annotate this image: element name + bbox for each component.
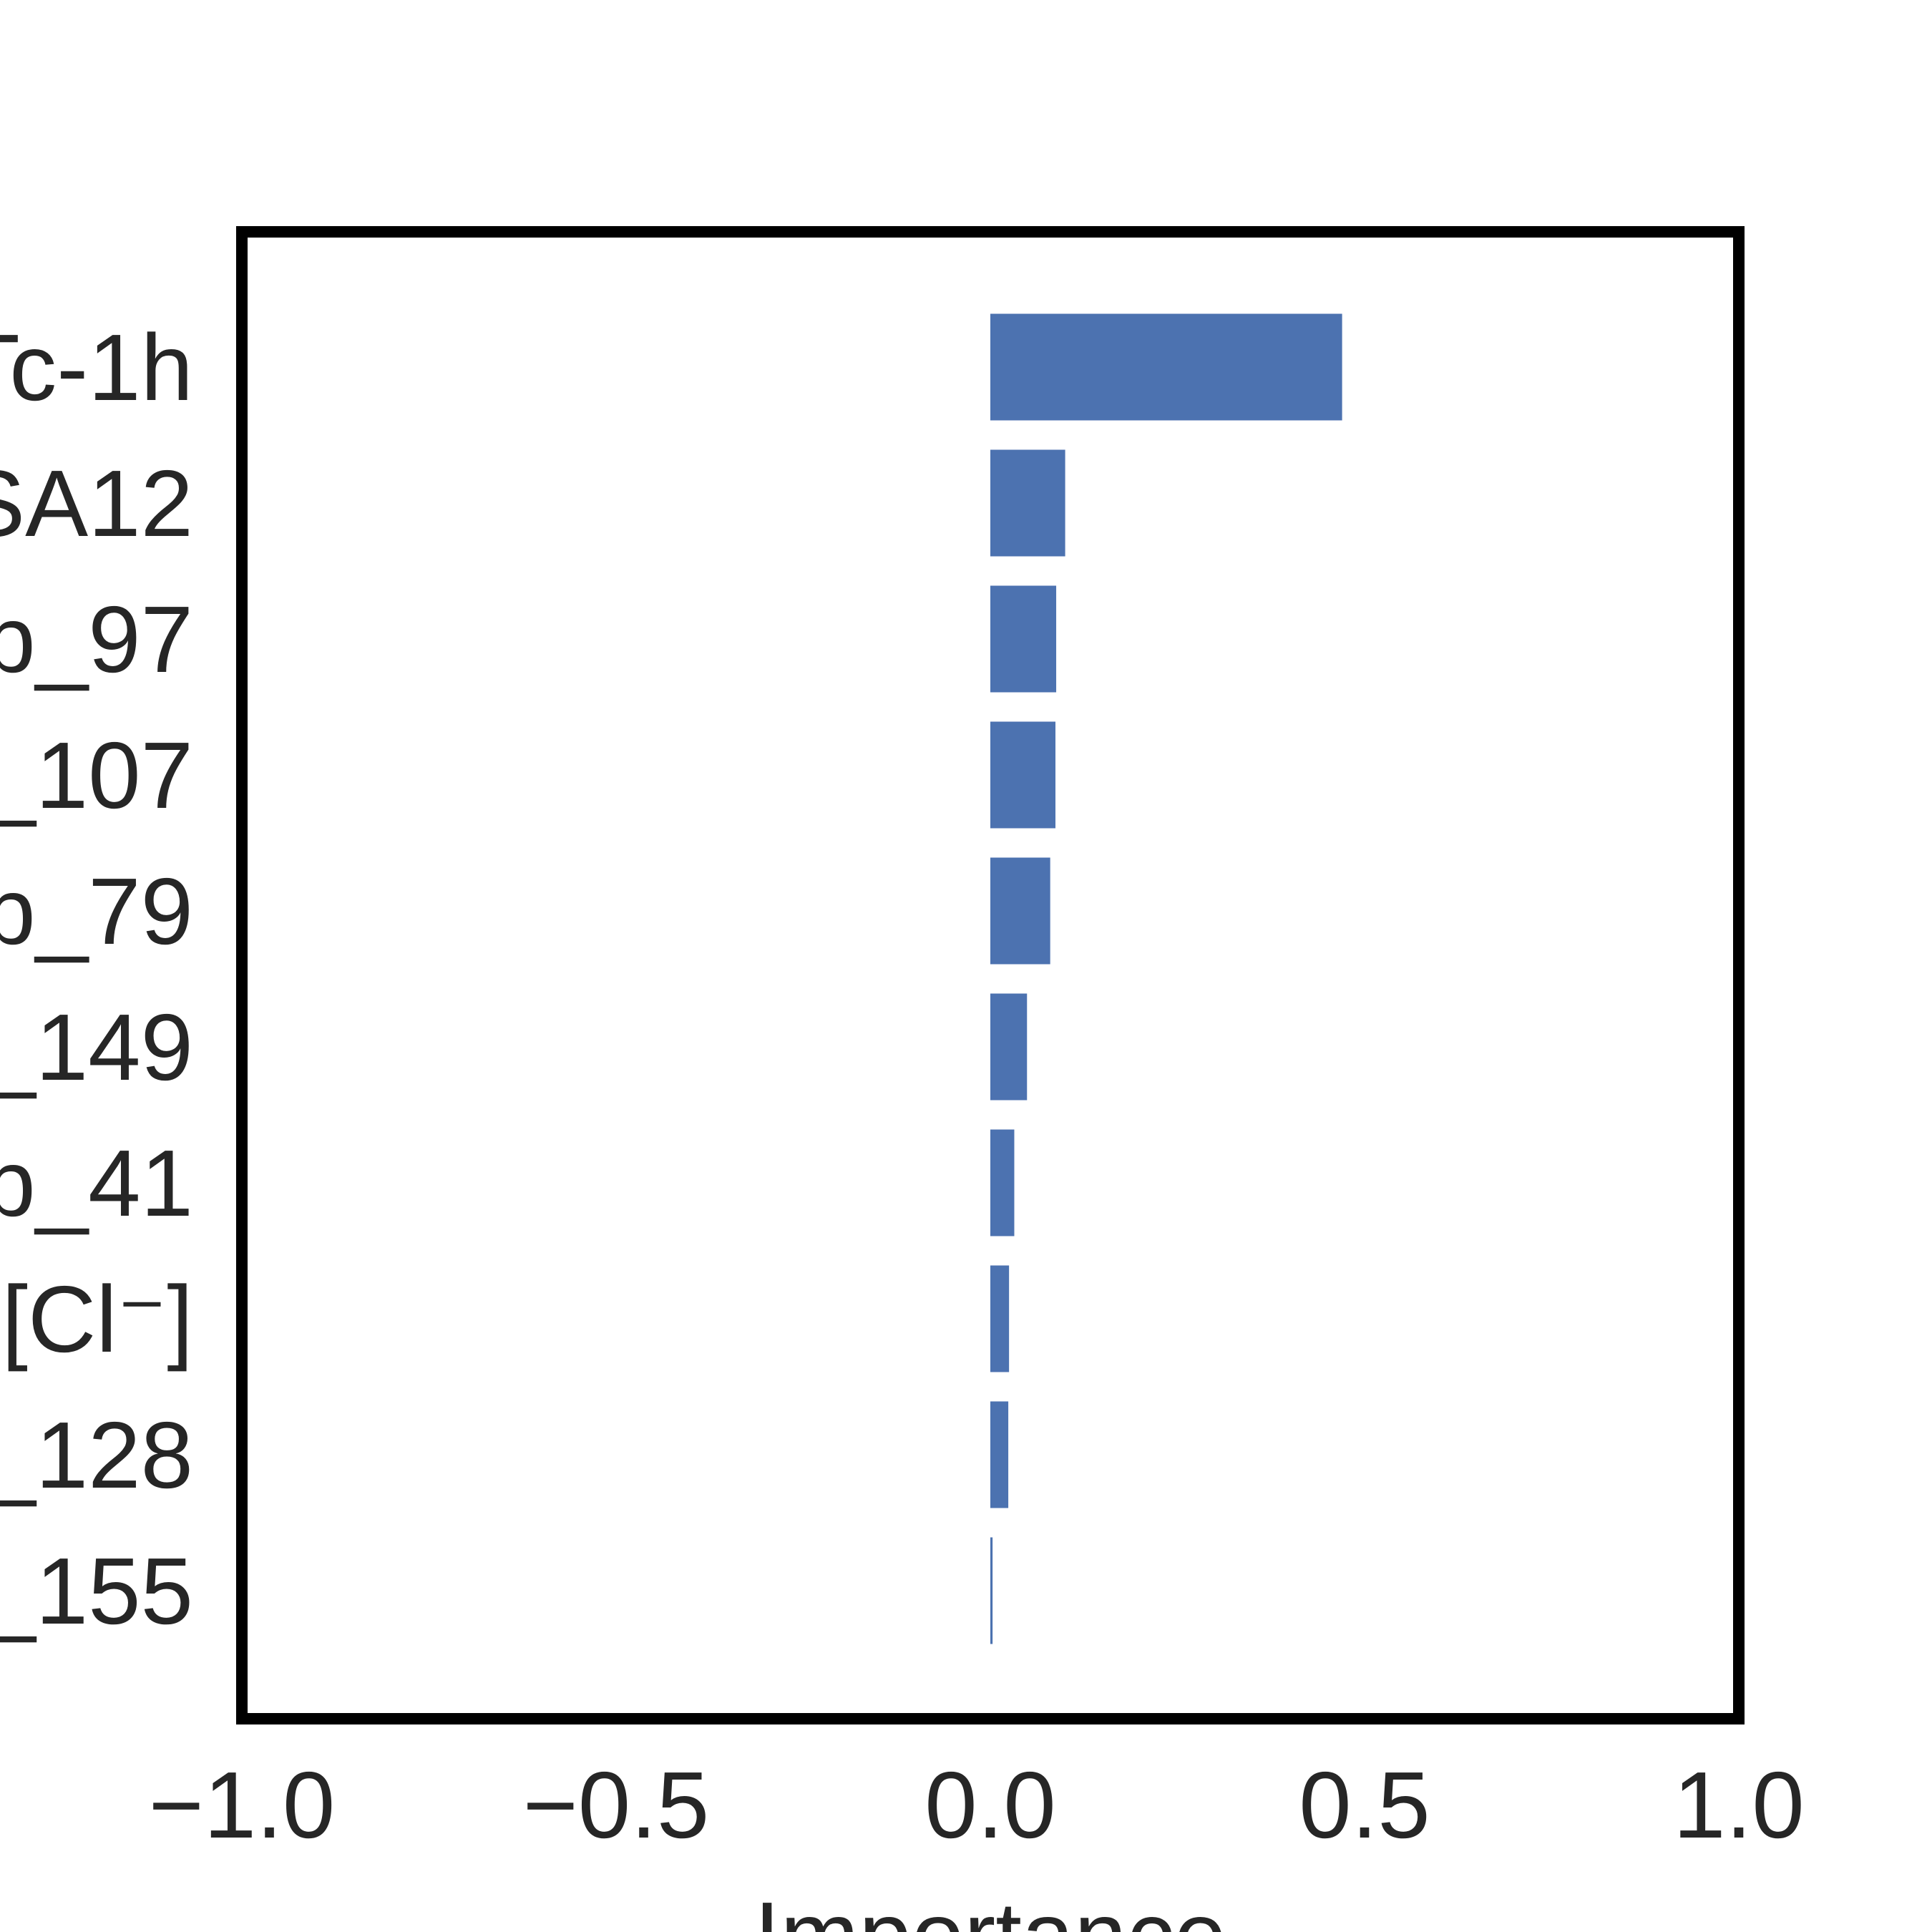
bar-9 bbox=[990, 1537, 993, 1644]
x-tick-label-3: 0.5 bbox=[1299, 1752, 1430, 1858]
category-label-8: _128 bbox=[0, 1402, 193, 1508]
x-tick-label-2: 0.0 bbox=[924, 1752, 1056, 1858]
bar-7 bbox=[990, 1265, 1010, 1372]
category-label-2: p_97 bbox=[0, 587, 193, 692]
category-label-0: Tc-1h bbox=[0, 315, 193, 420]
x-tick-label-4: 1.0 bbox=[1673, 1752, 1805, 1858]
category-label-1: SA12 bbox=[0, 451, 193, 556]
x-tick-label-0: −1.0 bbox=[149, 1752, 336, 1858]
category-label-6: p_41 bbox=[0, 1131, 193, 1236]
bar-5 bbox=[990, 993, 1028, 1101]
bar-4 bbox=[990, 857, 1050, 965]
category-labels: Tc-1h SA12 p_97 _107 p_79 _149 p_41 [Cl⁻] _128 _1… bbox=[0, 315, 193, 1644]
category-label-9: _155 bbox=[0, 1538, 193, 1644]
category-label-4: p_79 bbox=[0, 859, 193, 964]
x-axis-title: Importance bbox=[754, 1883, 1226, 1932]
category-label-5: _149 bbox=[0, 995, 193, 1100]
bar-2 bbox=[990, 585, 1057, 693]
bar-8 bbox=[990, 1401, 1009, 1508]
bar-0 bbox=[990, 313, 1342, 421]
category-label-7: [Cl⁻] bbox=[1, 1267, 193, 1372]
plot-frame bbox=[236, 226, 1745, 1724]
bar-1 bbox=[990, 449, 1065, 557]
bar-3 bbox=[990, 721, 1056, 829]
category-label-3: _107 bbox=[0, 723, 193, 828]
bar-6 bbox=[990, 1129, 1015, 1236]
bars-layer bbox=[990, 313, 1342, 1644]
x-tick-label-1: −0.5 bbox=[523, 1752, 710, 1858]
x-tick-labels: −1.0 −0.5 0.0 0.5 1.0 bbox=[149, 1752, 1805, 1858]
